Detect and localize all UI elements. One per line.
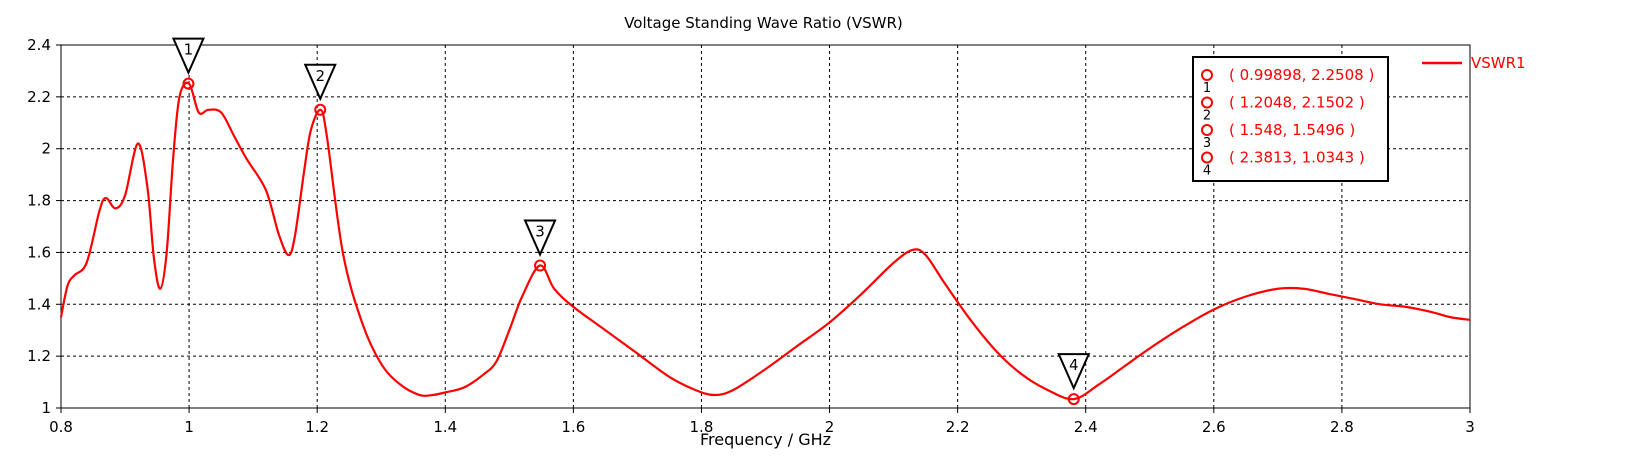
- y-tick-label: 1.2: [27, 347, 51, 365]
- marker-circle: [534, 259, 547, 272]
- y-tick-label: 1.8: [27, 192, 51, 210]
- x-tick-label: 2: [825, 418, 835, 436]
- marker-box-circle: [1201, 69, 1213, 81]
- marker-circle: [314, 103, 327, 116]
- marker-flag-triangle: [523, 219, 557, 257]
- marker-circle: [1067, 393, 1080, 406]
- series-line-vswr1: [59, 81, 1471, 401]
- y-tick-label: 1: [41, 399, 51, 417]
- marker-box-frame: [1192, 56, 1389, 182]
- y-tick-label: 2.4: [27, 36, 51, 54]
- marker-circle: [182, 77, 195, 90]
- x-tick-label: 2.4: [1074, 418, 1098, 436]
- marker-flag-triangle: [171, 37, 205, 76]
- x-tick-label: 0.8: [49, 418, 73, 436]
- plot-frame: [60, 44, 1471, 409]
- marker-box-row-3: 3 ( 1.548, 1.5496 ): [1201, 121, 1355, 151]
- grid: [61, 45, 1470, 408]
- marker-flag-triangle: [1057, 353, 1091, 391]
- marker-flag-triangle: [303, 63, 337, 102]
- x-tick-label: 3: [1465, 418, 1475, 436]
- marker-box-circle: [1201, 151, 1213, 164]
- marker-box-coords: ( 1.2048, 2.1502 ): [1229, 94, 1365, 112]
- x-tick-label: 1.4: [433, 418, 457, 436]
- x-axis-label: Frequency / GHz: [700, 430, 831, 449]
- x-tick-label: 2.2: [946, 418, 970, 436]
- marker-box-number: 4: [1203, 164, 1211, 179]
- marker-box-circle: [1201, 96, 1213, 109]
- marker-box-row-1: 1 ( 0.99898, 2.2508 ): [1201, 66, 1374, 96]
- legend-label: VSWR1: [1471, 54, 1526, 72]
- x-axis-ticks: 0.8 1 1.2 1.4 1.6 1.8 2 2.2 2.4 2.6 2.8 3: [49, 408, 1475, 436]
- y-tick-label: 1.4: [27, 295, 51, 313]
- markers-layer: 1 2 3 4: [171, 37, 1091, 406]
- chart-title: Voltage Standing Wave Ratio (VSWR): [624, 14, 903, 32]
- marker-flag-number: 4: [1069, 356, 1079, 374]
- x-tick-label: 1.8: [690, 418, 714, 436]
- x-tick-label: 1: [184, 418, 194, 436]
- y-tick-label: 2: [41, 140, 51, 158]
- y-tick-label: 1.6: [27, 243, 51, 261]
- marker-flag-number: 1: [184, 41, 194, 59]
- marker-4: 4: [1057, 353, 1091, 406]
- legend: VSWR1: [1422, 54, 1526, 72]
- marker-box-circle: [1201, 124, 1213, 136]
- marker-1: 1: [171, 37, 205, 90]
- marker-2: 2: [303, 63, 337, 116]
- marker-box-coords: ( 1.548, 1.5496 ): [1229, 121, 1355, 139]
- series-layer: [59, 81, 1471, 401]
- marker-3: 3: [523, 219, 557, 272]
- marker-box-row-4: 4 ( 2.3813, 1.0343 ): [1201, 149, 1365, 179]
- marker-box-number: 1: [1203, 81, 1211, 96]
- marker-box-number: 2: [1203, 109, 1211, 124]
- marker-readout-box: 1 ( 0.99898, 2.2508 ) 2 ( 1.2048, 2.1502 ) 3…: [1192, 56, 1389, 182]
- x-tick-label: 1.6: [561, 418, 585, 436]
- x-tick-label: 2.6: [1202, 418, 1226, 436]
- marker-box-coords: ( 2.3813, 1.0343 ): [1229, 149, 1365, 167]
- x-tick-label: 2.8: [1330, 418, 1354, 436]
- marker-flag-number: 2: [315, 67, 325, 85]
- y-axis-ticks: 1 1.2 1.4 1.6 1.8 2 2.2 2.4: [27, 36, 61, 417]
- marker-flag-number: 3: [535, 222, 545, 240]
- y-tick-label: 2.2: [27, 88, 51, 106]
- marker-box-row-2: 2 ( 1.2048, 2.1502 ): [1201, 94, 1365, 124]
- x-tick-label: 1.2: [305, 418, 329, 436]
- marker-box-coords: ( 0.99898, 2.2508 ): [1229, 66, 1374, 84]
- marker-box-number: 3: [1203, 136, 1211, 151]
